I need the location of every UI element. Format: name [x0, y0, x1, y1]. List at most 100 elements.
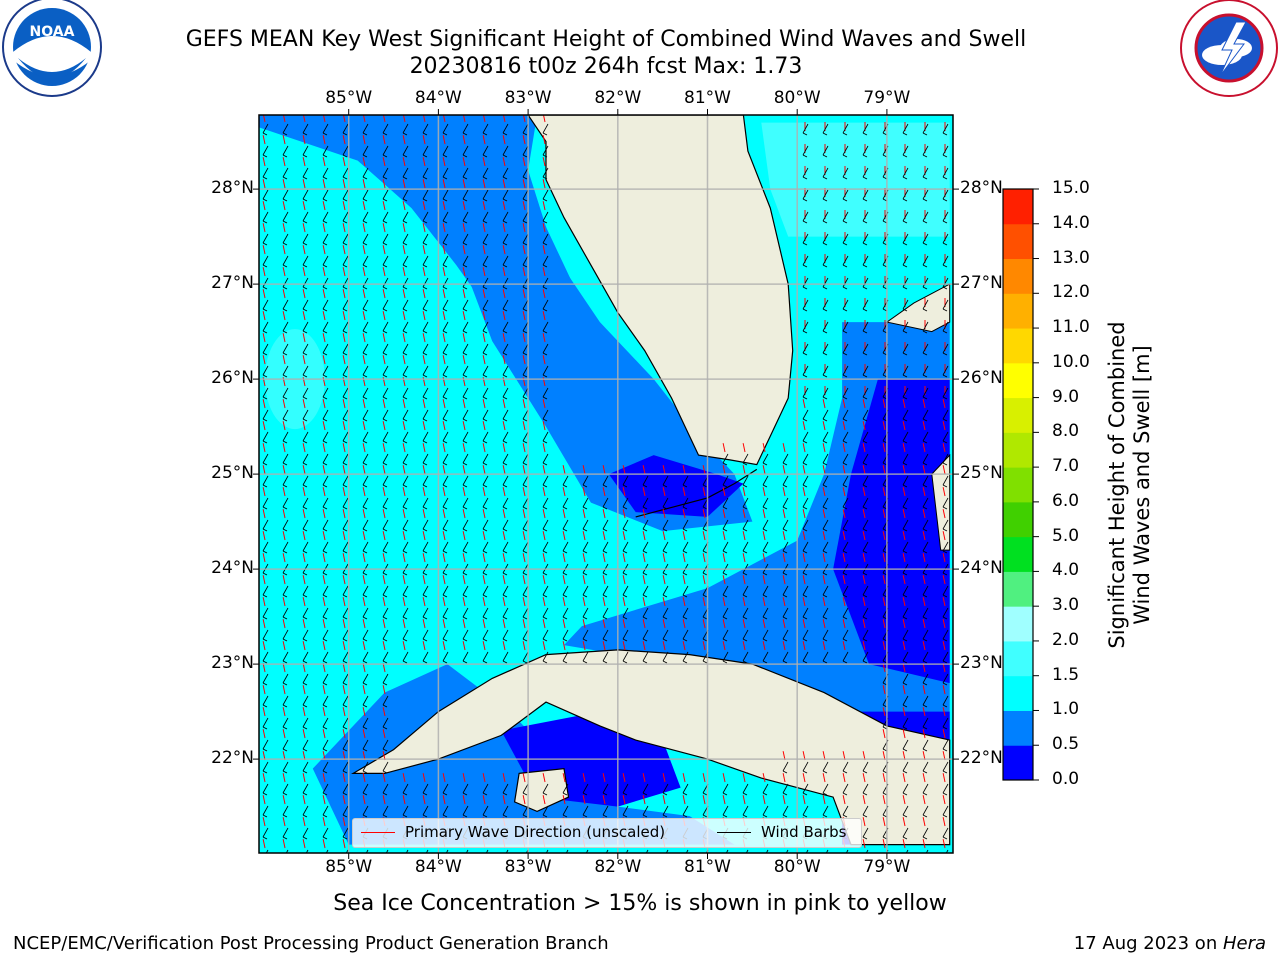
wave-direction-arrow: [562, 531, 566, 541]
wave-direction-arrow: [762, 575, 766, 585]
wave-direction-arrow: [422, 619, 426, 629]
colorbar: [1002, 188, 1039, 781]
wave-direction-arrow: [442, 553, 446, 563]
wind-barb: [442, 189, 449, 200]
wind-barb: [282, 519, 289, 530]
wave-direction-arrow: [322, 443, 326, 453]
wave-direction-arrow: [542, 355, 546, 365]
wave-direction-arrow: [942, 487, 946, 497]
wave-direction-arrow: [662, 619, 666, 629]
wave-direction-arrow: [542, 443, 546, 453]
wind-barb: [522, 277, 529, 288]
wind-barb: [262, 211, 269, 222]
wind-barb: [402, 255, 409, 266]
colorbar-tick-label: 13.0: [1052, 247, 1090, 268]
wind-barb: [862, 189, 869, 200]
wind-barb: [342, 761, 349, 772]
wind-barb: [502, 431, 509, 442]
wind-barb: [302, 277, 309, 288]
wind-barb: [342, 145, 349, 156]
wind-barb: [342, 211, 349, 222]
wave-direction-arrow: [282, 245, 286, 255]
wave-direction-arrow: [942, 509, 946, 519]
wind-barb: [285, 849, 289, 853]
wave-direction-arrow: [922, 443, 926, 453]
wind-barb: [522, 321, 529, 332]
wave-direction-arrow: [442, 355, 446, 365]
wave-direction-arrow: [942, 729, 946, 739]
wind-barb: [782, 651, 789, 662]
wind-barb: [862, 629, 869, 640]
wind-barb: [902, 497, 909, 508]
wind-barb: [342, 123, 349, 134]
wind-barb: [942, 167, 949, 178]
nws-logo: [1180, 0, 1278, 97]
colorbar-bin: [1003, 640, 1033, 677]
colorbar-tick-label: 14.0: [1052, 212, 1090, 233]
wave-direction-arrow: [342, 399, 346, 409]
wave-direction-arrow: [342, 531, 346, 541]
wave-direction-arrow: [442, 465, 446, 475]
wind-barb: [522, 585, 529, 596]
wave-direction-arrow: [742, 531, 746, 541]
wind-barb: [942, 299, 949, 310]
wind-barb: [462, 387, 469, 398]
wave-direction-arrow: [502, 619, 506, 629]
wave-direction-arrow: [462, 575, 466, 585]
wind-barb: [282, 123, 289, 134]
wave-direction-arrow: [402, 311, 406, 321]
wind-barb: [922, 233, 929, 244]
wind-barb: [482, 167, 489, 178]
colorbar-tick-label: 0.5: [1052, 734, 1080, 755]
wind-barb: [942, 783, 949, 794]
wind-barb: [442, 233, 449, 244]
wind-barb: [902, 387, 909, 398]
wind-barb: [662, 585, 669, 596]
wave-direction-arrow: [362, 465, 366, 475]
wind-barb: [582, 585, 589, 596]
wave-direction-arrow: [322, 223, 326, 233]
longitude-label: 85°W: [325, 88, 373, 108]
wind-barb: [722, 497, 729, 508]
wave-direction-arrow: [322, 773, 326, 783]
wind-barb: [665, 849, 669, 853]
wave-direction-arrow: [262, 575, 266, 585]
wind-barb: [442, 453, 449, 464]
legend-label-wave-direction: Primary Wave Direction (unscaled): [405, 823, 666, 841]
wave-direction-arrow: [302, 795, 306, 805]
wind-barb: [422, 475, 429, 486]
wave-direction-arrow: [302, 685, 306, 695]
wind-barb: [522, 211, 529, 222]
wave-direction-arrow: [662, 773, 666, 783]
latitude-label: 27°N: [960, 273, 1003, 294]
wind-barb: [342, 255, 349, 266]
colorbar-tick-label: 5.0: [1052, 525, 1080, 546]
wind-barb: [682, 629, 689, 640]
wind-barb: [362, 453, 369, 464]
wind-barb: [402, 233, 409, 244]
wind-barb: [442, 255, 449, 266]
wind-barb: [382, 387, 389, 398]
wind-barb: [542, 365, 549, 376]
wind-barb: [302, 717, 309, 728]
wind-barb: [785, 849, 789, 853]
wind-barb: [362, 321, 369, 332]
colorbar-bin: [1003, 467, 1033, 503]
wave-direction-arrow: [302, 311, 306, 321]
wave-direction-arrow: [802, 509, 806, 519]
wave-direction-arrow: [622, 773, 626, 783]
wind-barb: [942, 673, 949, 684]
wave-direction-arrow: [782, 487, 786, 497]
wind-barb: [262, 761, 269, 772]
wind-barb: [642, 497, 649, 508]
wind-barb: [362, 739, 369, 750]
wave-direction-arrow: [382, 223, 386, 233]
wave-direction-arrow: [722, 509, 726, 519]
wind-barb: [342, 519, 349, 530]
wind-barb: [562, 519, 569, 530]
wave-direction-arrow: [582, 619, 586, 629]
wave-direction-arrow: [562, 487, 566, 497]
wind-barb: [722, 453, 729, 464]
wave-direction-arrow: [322, 267, 326, 277]
wind-barb: [902, 541, 909, 552]
